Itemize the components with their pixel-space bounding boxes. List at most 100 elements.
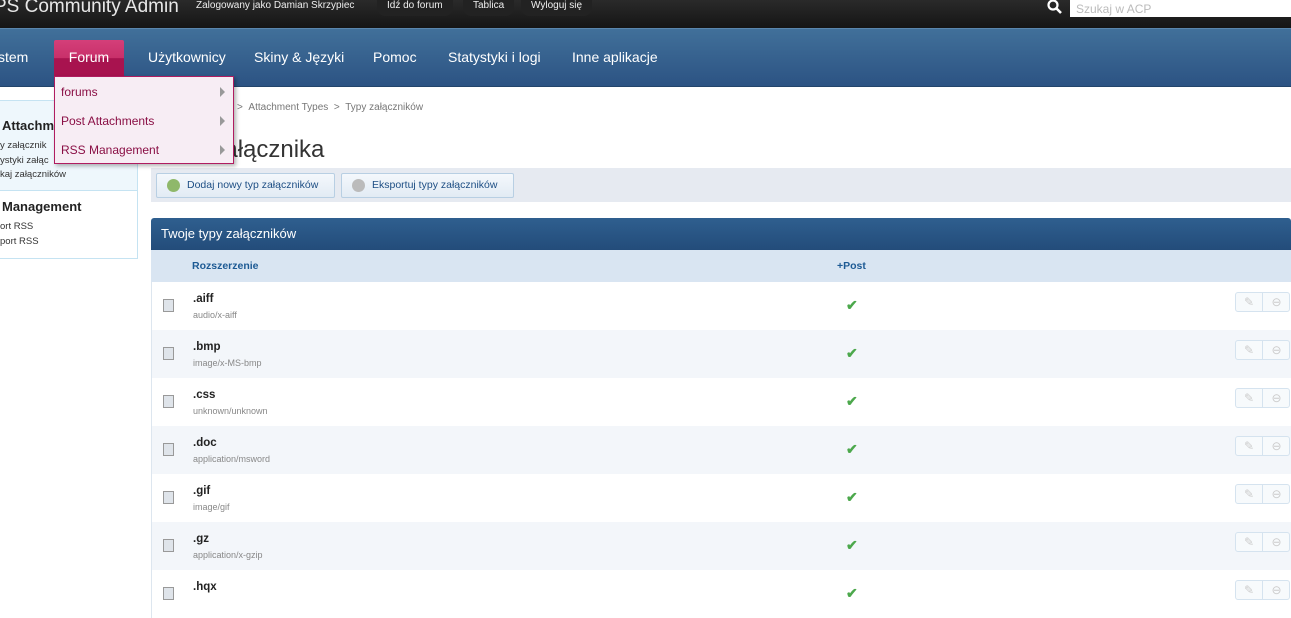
sidebar-link[interactable]: kaj załączników — [0, 169, 66, 180]
table-title: Twoje typy załączników — [151, 218, 1291, 250]
chevron-right-icon — [220, 116, 225, 126]
add-attachment-type-button[interactable]: Dodaj nowy typ załączników — [156, 173, 335, 198]
table-row: .doc application/msword ✔ ✎ ⊖ — [151, 426, 1291, 474]
search-icon[interactable] — [1046, 0, 1064, 16]
file-type-icon — [163, 539, 174, 552]
check-icon: ✔ — [846, 345, 858, 361]
row-actions: ✎ ⊖ — [1235, 436, 1290, 456]
check-icon: ✔ — [846, 537, 858, 553]
row-actions: ✎ ⊖ — [1235, 340, 1290, 360]
breadcrumb-current: Typy załączników — [345, 102, 424, 113]
sidebar-heading: Attachm — [2, 118, 55, 133]
check-icon: ✔ — [846, 393, 858, 409]
delete-icon[interactable]: ⊖ — [1271, 391, 1282, 405]
table-row: .gif image/gif ✔ ✎ ⊖ — [151, 474, 1291, 522]
table-row: .bmp image/x-MS-bmp ✔ ✎ ⊖ — [151, 330, 1291, 378]
nav-users[interactable]: Użytkownicy — [148, 49, 226, 65]
file-type-icon — [163, 395, 174, 408]
button-label: Dodaj nowy typ załączników — [187, 179, 319, 191]
file-type-icon — [163, 587, 174, 600]
menu-item-label: RSS Management — [61, 143, 160, 157]
file-type-icon — [163, 443, 174, 456]
check-icon: ✔ — [846, 297, 858, 313]
breadcrumb-link[interactable]: Attachment Types — [248, 102, 329, 113]
sidebar-link[interactable]: y załącznik — [0, 140, 47, 151]
mime-type: audio/x-aiff — [193, 310, 237, 320]
extension: .doc — [193, 437, 217, 449]
row-actions: ✎ ⊖ — [1235, 580, 1290, 600]
go-to-forum-link[interactable]: Idź do forum — [377, 0, 453, 16]
breadcrumb: > Attachment Types > Typy załączników — [237, 102, 423, 113]
menu-item-forums[interactable]: forums — [61, 85, 229, 99]
sidebar-heading: Management — [2, 199, 82, 214]
edit-icon[interactable]: ✎ — [1236, 485, 1263, 503]
menu-item-label: Post Attachments — [61, 114, 155, 128]
table-row: .css unknown/unknown ✔ ✎ ⊖ — [151, 378, 1291, 426]
breadcrumb-separator: > — [237, 102, 243, 113]
extension: .bmp — [193, 341, 221, 353]
sidebar-link[interactable]: port RSS — [0, 236, 39, 247]
top-bar: PS Community Admin Zalogowany jako Damia… — [0, 0, 1291, 28]
file-type-icon — [163, 299, 174, 312]
row-actions: ✎ ⊖ — [1235, 532, 1290, 552]
table-row: .hqx ✔ ✎ ⊖ — [151, 570, 1291, 618]
row-actions: ✎ ⊖ — [1235, 484, 1290, 504]
delete-icon[interactable]: ⊖ — [1271, 487, 1282, 501]
table-row: .gz application/x-gzip ✔ ✎ ⊖ — [151, 522, 1291, 570]
dashboard-link[interactable]: Tablica — [463, 0, 515, 16]
delete-icon[interactable]: ⊖ — [1271, 295, 1282, 309]
toolbar: Dodaj nowy typ załączników Eksportuj typ… — [151, 168, 1291, 202]
nav-system[interactable]: stem — [0, 49, 29, 65]
edit-icon[interactable]: ✎ — [1236, 293, 1263, 311]
nav-other-apps[interactable]: Inne aplikacje — [572, 49, 658, 65]
logged-in-text: Zalogowany jako Damian Skrzypiec — [196, 0, 355, 11]
delete-icon[interactable]: ⊖ — [1271, 583, 1282, 597]
mime-type: image/x-MS-bmp — [193, 358, 262, 368]
menu-item-post-attachments[interactable]: Post Attachments — [61, 114, 229, 128]
nav-forum[interactable]: Forum — [54, 40, 124, 76]
delete-icon[interactable]: ⊖ — [1271, 535, 1282, 549]
check-icon: ✔ — [846, 441, 858, 457]
delete-icon[interactable]: ⊖ — [1271, 343, 1282, 357]
table-header: Rozszerzenie +Post — [151, 250, 1291, 282]
nav-help[interactable]: Pomoc — [373, 49, 417, 65]
column-post[interactable]: +Post — [837, 260, 866, 272]
sidebar-link[interactable]: ystyki załąc — [0, 155, 49, 166]
nav-stats[interactable]: Statystyki i logi — [448, 49, 541, 65]
add-icon — [167, 179, 180, 192]
search-input[interactable] — [1070, 0, 1291, 17]
extension: .hqx — [193, 581, 217, 593]
edit-icon[interactable]: ✎ — [1236, 581, 1263, 599]
column-extension[interactable]: Rozszerzenie — [192, 260, 259, 272]
delete-icon[interactable]: ⊖ — [1271, 439, 1282, 453]
extension: .gz — [193, 533, 209, 545]
edit-icon[interactable]: ✎ — [1236, 341, 1263, 359]
mime-type: image/gif — [193, 502, 230, 512]
table-row: .aiff audio/x-aiff ✔ ✎ ⊖ — [151, 282, 1291, 330]
nav-skins[interactable]: Skiny & Języki — [254, 49, 345, 65]
row-actions: ✎ ⊖ — [1235, 292, 1290, 312]
extension: .aiff — [193, 293, 214, 305]
mime-type: application/msword — [193, 454, 271, 464]
button-label: Eksportuj typy załączników — [372, 179, 498, 191]
edit-icon[interactable]: ✎ — [1236, 389, 1263, 407]
menu-item-label: forums — [61, 85, 98, 99]
extension: .gif — [193, 485, 211, 497]
sidebar-link[interactable]: ort RSS — [0, 221, 34, 232]
export-attachment-types-button[interactable]: Eksportuj typy załączników — [341, 173, 514, 198]
file-type-icon — [163, 491, 174, 504]
edit-icon[interactable]: ✎ — [1236, 533, 1263, 551]
file-type-icon — [163, 347, 174, 360]
chevron-right-icon — [220, 145, 225, 155]
forum-dropdown-menu: forums Post Attachments RSS Management — [54, 76, 234, 164]
edit-icon[interactable]: ✎ — [1236, 437, 1263, 455]
check-icon: ✔ — [846, 585, 858, 601]
chevron-right-icon — [220, 87, 225, 97]
app-title: PS Community Admin — [0, 0, 179, 17]
check-icon: ✔ — [846, 489, 858, 505]
mime-type: unknown/unknown — [193, 406, 268, 416]
breadcrumb-separator: > — [333, 102, 340, 113]
extension: .css — [193, 389, 216, 401]
menu-item-rss-management[interactable]: RSS Management — [61, 143, 229, 157]
logout-link[interactable]: Wyloguj się — [521, 0, 593, 16]
